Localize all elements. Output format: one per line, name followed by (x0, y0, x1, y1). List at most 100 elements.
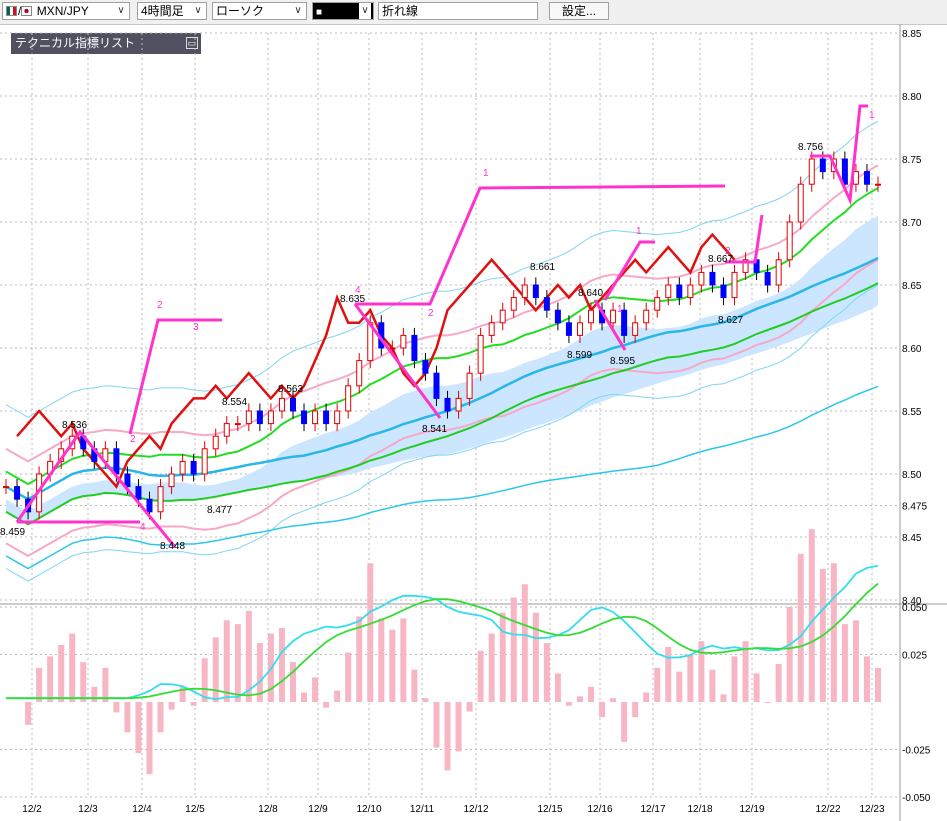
macd-histogram-bar (312, 677, 319, 702)
candle-body (334, 410, 341, 425)
candle-body (720, 284, 727, 299)
candle-body (411, 334, 418, 362)
zigzag-label: 2 (130, 434, 136, 445)
chart-style-label: ローソク (216, 4, 265, 18)
candle-body (223, 423, 230, 437)
macd-histogram-bar (621, 702, 628, 742)
chart-style-select[interactable]: ローソク ∨ (212, 2, 307, 20)
indicator-list-panel[interactable]: テクニカル指標リスト ▭ (11, 33, 201, 54)
macd-histogram-bar (47, 656, 54, 702)
candle-body (345, 385, 352, 412)
macd-histogram-bar (863, 656, 870, 702)
currency-pair-select[interactable]: / MXN/JPY ∨ (2, 2, 130, 20)
date-tick-label: 12/22 (815, 804, 840, 815)
candle-body (466, 372, 473, 399)
candle-body (687, 284, 694, 299)
date-tick-label: 12/10 (356, 804, 381, 815)
timeframe-select[interactable]: 4時間足 ∨ (137, 2, 207, 20)
candle-body (863, 171, 870, 185)
macd-histogram-bar (411, 669, 418, 702)
macd-histogram-bar (256, 643, 263, 702)
date-tick-label: 12/4 (132, 804, 152, 815)
candle-body (499, 309, 506, 324)
candle-body (3, 486, 9, 489)
toolbar: / MXN/JPY ∨ 4時間足 ∨ ローソク ∨ ■ ∨ 折れ線 設定... (0, 0, 947, 25)
candle-body (256, 410, 263, 425)
price-annotation: 8.554 (222, 397, 247, 408)
date-tick-label: 12/5 (185, 804, 205, 815)
macd-tick-label: 0.025 (902, 651, 927, 662)
cloud-area (6, 215, 878, 525)
collapse-icon[interactable]: ▭ (186, 37, 198, 49)
candle-body (621, 309, 628, 336)
candle-body (400, 334, 407, 349)
macd-histogram-bar (278, 627, 285, 702)
macd-histogram-bar (742, 641, 749, 702)
color-select[interactable]: ■ ∨ (312, 2, 374, 20)
macd-histogram-bar (334, 690, 341, 702)
zigzag-label: 2 (157, 300, 163, 311)
macd-histogram-bar (69, 633, 76, 702)
chevron-down-icon[interactable]: ∨ (194, 5, 202, 16)
indicator-select[interactable]: 折れ線 (378, 2, 538, 20)
macd-histogram-bar (444, 702, 451, 771)
macd-histogram-bar (709, 669, 716, 702)
settings-button[interactable]: 設定... (549, 2, 609, 20)
zigzag-label: 4 (355, 285, 361, 296)
macd-histogram-bar (345, 652, 352, 702)
price-annotation: 8.541 (422, 424, 447, 435)
moving-average-mid (5, 256, 879, 501)
macd-histogram-bar (676, 671, 683, 702)
candle-body (588, 309, 595, 324)
date-tick-label: 12/17 (640, 804, 665, 815)
macd-histogram-bar (521, 584, 528, 702)
macd-line (6, 564, 879, 701)
zigzag-label: 2 (725, 246, 731, 257)
candle-body (135, 486, 142, 500)
candle-body (312, 410, 319, 425)
candle-body (709, 271, 716, 286)
macd-histogram-bar (113, 702, 120, 713)
zigzag-label: 1 (869, 110, 875, 121)
chevron-down-icon[interactable]: ∨ (359, 3, 371, 19)
price-annotation: 8.640 (578, 288, 603, 299)
candle-body (278, 397, 285, 412)
chevron-down-icon[interactable]: ∨ (117, 5, 125, 16)
macd-histogram-bar (610, 698, 617, 702)
macd-histogram-bar (808, 529, 815, 702)
macd-histogram-bar (731, 656, 738, 702)
axis-labels: 8.85 8.80 8.75 8.70 8.65 8.60 8.55 8.50 8.475 8.4… (22, 29, 931, 815)
macd-histogram-bar (146, 702, 153, 775)
japan-flag-icon (21, 6, 33, 16)
macd-histogram-bar (91, 686, 98, 702)
price-tick-label: 8.45 (902, 533, 922, 544)
candle-body (422, 360, 429, 374)
candle-body (245, 410, 252, 425)
indicator-list-title: テクニカル指標リスト (15, 36, 136, 50)
color-swatch-icon: ■ (316, 7, 323, 18)
macd-histogram-bar (698, 641, 705, 702)
candle-body (665, 284, 672, 299)
candle-body (841, 158, 848, 185)
zigzag-lines: 1 2 3 4 2 1 1 2 1 2 4 (15, 104, 875, 548)
macd-tick-label: -0.025 (902, 746, 931, 757)
candle-body (356, 360, 363, 387)
macd-histogram-bar (499, 612, 506, 702)
macd-histogram-bar (433, 702, 440, 748)
macd-histogram-bar (157, 702, 164, 733)
price-tick-label: 8.50 (902, 470, 922, 481)
price-chart[interactable]: 1 2 3 4 2 1 1 2 1 2 4 8.85 8.80 8.75 8.70 8.65 8.60 8.55… (0, 24, 947, 821)
price-annotation: 8.563 (278, 384, 303, 395)
macd-histogram-bar (643, 692, 650, 702)
candle-body (576, 322, 583, 336)
date-tick-label: 12/19 (739, 804, 764, 815)
macd-histogram-bar (875, 667, 881, 702)
price-annotation: 8.448 (160, 541, 185, 552)
moving-average-200 (5, 385, 879, 570)
macd-signal-line (6, 582, 879, 700)
macd-histogram-bar (786, 607, 793, 702)
price-tick-label: 8.55 (902, 407, 922, 418)
price-tick-label: 8.60 (902, 344, 922, 355)
chevron-down-icon[interactable]: ∨ (294, 5, 302, 16)
zigzag-label: 1 (483, 168, 489, 179)
